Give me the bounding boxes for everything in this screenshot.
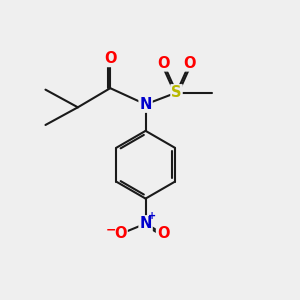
Text: O: O bbox=[114, 226, 127, 242]
Text: S: S bbox=[171, 85, 182, 100]
Text: N: N bbox=[140, 97, 152, 112]
Text: O: O bbox=[184, 56, 196, 70]
Text: N: N bbox=[140, 216, 152, 231]
Text: O: O bbox=[157, 56, 169, 70]
Text: −: − bbox=[106, 224, 116, 237]
Text: +: + bbox=[148, 211, 156, 221]
Text: O: O bbox=[157, 226, 169, 242]
Text: O: O bbox=[104, 51, 116, 66]
